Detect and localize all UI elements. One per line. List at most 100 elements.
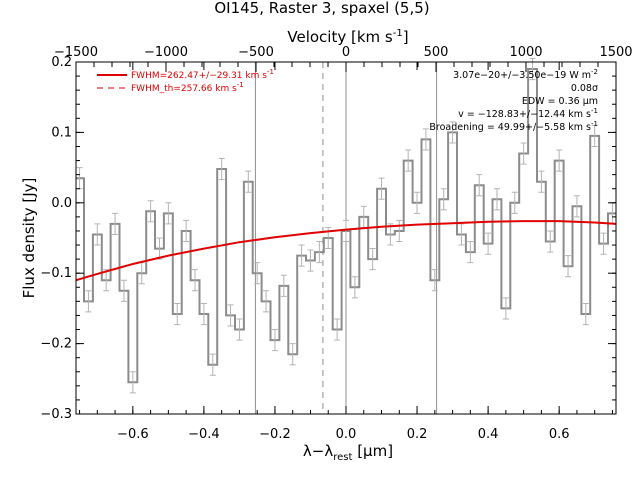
error-bar-22	[271, 329, 278, 352]
x-axis-label-unit: [μm]	[352, 442, 393, 460]
error-bar-58	[591, 124, 598, 147]
y-tick-label-0: −0.3	[40, 407, 72, 422]
error-bar-57	[582, 302, 589, 326]
top-tick-label-0: −1500	[54, 45, 98, 60]
error-bar-12	[183, 219, 190, 243]
error-bar-34	[378, 177, 385, 200]
error-bar-11	[174, 302, 181, 326]
error-bar-25	[298, 244, 305, 267]
y-tick-label-5: 0.2	[51, 55, 72, 70]
error-bar-17	[227, 304, 234, 327]
error-bar-15	[209, 353, 216, 376]
error-bar-55	[565, 255, 572, 278]
error-bar-47	[493, 188, 500, 211]
annotation-line-velocity: v = −128.83+/−12.44 km s-1	[458, 107, 598, 120]
top-axis-label: Velocity [km s-1]	[287, 28, 408, 46]
error-bar-50	[520, 142, 527, 165]
legend-entry-fwhm-sup: -1	[267, 68, 274, 76]
error-bar-24	[289, 343, 296, 366]
x-tick-label-3: 0.0	[336, 427, 357, 442]
error-bar-38	[414, 191, 421, 214]
fit-annotations: 3.07e−20+/−3.50e−19 W m-2 0.08σ EDW = 0.…	[429, 68, 598, 133]
annotation-velocity-sup: -1	[591, 107, 598, 115]
error-bar-59	[600, 232, 607, 255]
annotation-line-sigma: 0.08σ	[571, 83, 598, 94]
error-bar-40	[431, 269, 438, 292]
error-bar-35	[387, 223, 394, 246]
x-axis-label-main: λ−λ	[303, 442, 333, 460]
y-axis-label: Flux density [Jy]	[20, 178, 38, 299]
error-bar-4	[112, 212, 119, 235]
annotation-edw-text: EDW = 0.36 μm	[522, 96, 598, 107]
annotation-line-edw: EDW = 0.36 μm	[522, 96, 598, 107]
top-axis-label-main: Velocity [km s	[287, 28, 393, 46]
error-bar-42	[449, 121, 456, 144]
error-bar-31	[351, 276, 358, 299]
annotation-broadening-text: Broadening = 49.99+/−5.58 km s	[429, 122, 591, 133]
annotation-sigma-text: 0.08σ	[571, 83, 598, 94]
top-tick-label-3: 0	[342, 45, 350, 60]
error-bar-56	[573, 195, 580, 218]
fit-curve	[75, 220, 617, 282]
error-bar-27	[316, 241, 323, 264]
error-bar-49	[511, 191, 518, 214]
error-bar-23	[280, 274, 287, 297]
error-bar-29	[334, 318, 341, 341]
annotation-line-broadening: Broadening = 49.99+/−5.58 km s-1	[429, 120, 598, 133]
top-tick-label-2: −500	[238, 45, 274, 60]
top-tick-label-5: 1000	[509, 45, 542, 60]
error-bar-39	[422, 128, 429, 151]
error-bar-46	[485, 232, 492, 255]
annotation-broadening-sup: -1	[591, 120, 598, 128]
error-bar-30	[343, 219, 349, 243]
error-bar-21	[263, 290, 270, 313]
annotation-flux-sup: -2	[591, 68, 598, 76]
error-bar-54	[556, 149, 563, 172]
error-bar-45	[476, 174, 483, 197]
legend-entry-fwhm: FWHM=262.47+/−29.31 km s-1	[131, 68, 274, 81]
top-axis-label-close: ]	[403, 28, 409, 46]
error-bar-8	[147, 200, 154, 223]
error-bar-33	[369, 248, 376, 271]
error-bar-1	[85, 290, 92, 313]
y-tick-label-1: −0.2	[40, 337, 72, 352]
top-tick-label-6: 1500	[599, 45, 632, 60]
legend-entry-fwhm-text: FWHM=262.47+/−29.31 km s	[131, 71, 267, 81]
legend-entry-fwhm-th-text: FWHM_th=257.66 km s	[131, 84, 237, 94]
x-tick-label-5: 0.4	[478, 427, 499, 442]
annotation-line-flux: 3.07e−20+/−3.50e−19 W m-2	[453, 68, 598, 81]
error-bar-26	[307, 249, 314, 272]
error-bar-5	[120, 279, 127, 302]
x-tick-label-2: −0.2	[259, 427, 291, 442]
error-bar-53	[547, 230, 554, 253]
error-bar-3	[103, 269, 110, 292]
error-bar-36	[396, 219, 403, 243]
error-bar-52	[538, 170, 545, 193]
error-bar-44	[467, 241, 474, 264]
x-axis-label: λ−λrest [μm]	[303, 442, 393, 463]
error-bar-10	[165, 202, 172, 225]
x-tick-label-1: −0.4	[188, 427, 220, 442]
chart-title: OI145, Raster 3, spaxel (5,5)	[214, 0, 429, 17]
top-axis-label-sup: -1	[393, 28, 403, 39]
x-tick-label-4: 0.2	[407, 427, 428, 442]
error-bar-20	[254, 262, 261, 285]
legend-entry-fwhm-th: FWHM_th=257.66 km s-1	[131, 81, 244, 94]
annotation-velocity-text: v = −128.83+/−12.44 km s	[458, 109, 591, 120]
legend-entry-fwhm-th-sup: -1	[237, 81, 244, 89]
error-bar-6	[129, 371, 136, 394]
annotation-flux-text: 3.07e−20+/−3.50e−19 W m	[453, 70, 591, 81]
error-bar-41	[440, 188, 447, 211]
top-tick-label-1: −1000	[144, 45, 188, 60]
legend: FWHM=262.47+/−29.31 km s-1 FWHM_th=257.6…	[97, 68, 274, 94]
x-tick-label-6: 0.6	[549, 427, 570, 442]
error-bar-48	[502, 297, 509, 320]
error-bar-19	[245, 170, 252, 193]
error-bar-37	[405, 149, 412, 172]
plot-area	[75, 57, 617, 414]
y-tick-label-2: −0.1	[40, 266, 72, 281]
error-bar-14	[200, 302, 207, 326]
y-tick-label-3: 0.0	[51, 196, 72, 211]
y-tick-label-4: 0.1	[51, 125, 72, 140]
